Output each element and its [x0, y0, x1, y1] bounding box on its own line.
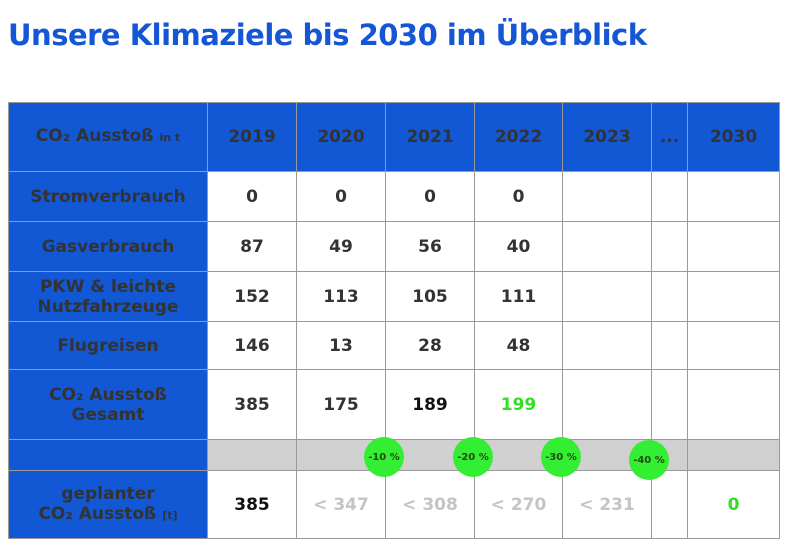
table-row: Stromverbrauch 0 0 0 0: [9, 172, 780, 222]
cell: 113: [297, 272, 386, 322]
cell: [563, 322, 652, 370]
table-row: Flugreisen 146 13 28 48: [9, 322, 780, 370]
total-row: CO₂ Ausstoß Gesamt 385 175 189 199: [9, 370, 780, 440]
cell: 40: [475, 222, 563, 272]
cell: [563, 272, 652, 322]
cell: 56: [386, 222, 475, 272]
reduction-badge: -20 %: [453, 437, 493, 477]
cell: [652, 222, 688, 272]
year-2020: 2020: [297, 103, 386, 172]
year-2022: 2022: [475, 103, 563, 172]
planned-cell: < 270: [475, 471, 563, 539]
total-cell: 189: [386, 370, 475, 440]
cell: [688, 172, 780, 222]
cell: 28: [386, 322, 475, 370]
cell: [652, 172, 688, 222]
total-cell: 385: [208, 370, 297, 440]
total-cell: 175: [297, 370, 386, 440]
planned-cell: [652, 471, 688, 539]
total-cell: [688, 370, 780, 440]
total-label: CO₂ Ausstoß Gesamt: [9, 370, 208, 440]
cell: 0: [208, 172, 297, 222]
planned-cell: 385: [208, 471, 297, 539]
page-title: Unsere Klimaziele bis 2030 im Überblick: [8, 18, 647, 52]
planned-label: geplanter CO₂ Ausstoß [t]: [9, 471, 208, 539]
year-2030: 2030: [688, 103, 780, 172]
separator-cell: [688, 440, 780, 471]
cell: 111: [475, 272, 563, 322]
cell: 146: [208, 322, 297, 370]
table-row: Gasverbrauch 87 49 56 40: [9, 222, 780, 272]
planned-cell: < 231: [563, 471, 652, 539]
cell: 13: [297, 322, 386, 370]
cell: 0: [297, 172, 386, 222]
row-label: PKW & leichte Nutzfahrzeuge: [9, 272, 208, 322]
cell: [652, 322, 688, 370]
reduction-badge: -10 %: [364, 437, 404, 477]
cell: 48: [475, 322, 563, 370]
year-2021: 2021: [386, 103, 475, 172]
cell: [688, 222, 780, 272]
row-label: Gasverbrauch: [9, 222, 208, 272]
cell: [563, 222, 652, 272]
row-label: Flugreisen: [9, 322, 208, 370]
cell: [652, 272, 688, 322]
year-2023: 2023: [563, 103, 652, 172]
separator-label: [9, 440, 208, 471]
planned-row: geplanter CO₂ Ausstoß [t] 385 < 347 < 30…: [9, 471, 780, 539]
year-2019: 2019: [208, 103, 297, 172]
total-cell: [563, 370, 652, 440]
cell: [563, 172, 652, 222]
cell: 0: [386, 172, 475, 222]
row-label: Stromverbrauch: [9, 172, 208, 222]
cell: [688, 322, 780, 370]
cell: 87: [208, 222, 297, 272]
planned-cell: < 347: [297, 471, 386, 539]
cell: 0: [475, 172, 563, 222]
reduction-badge: -40 %: [629, 440, 669, 480]
table-row: PKW & leichte Nutzfahrzeuge 152 113 105 …: [9, 272, 780, 322]
cell: 152: [208, 272, 297, 322]
cell: [688, 272, 780, 322]
header-row: CO₂ Ausstoß in t 2019 2020 2021 2022 202…: [9, 103, 780, 172]
total-cell: 199: [475, 370, 563, 440]
year-ellipsis: ...: [652, 103, 688, 172]
separator-cell: [208, 440, 297, 471]
cell: 49: [297, 222, 386, 272]
reduction-badge: -30 %: [541, 437, 581, 477]
planned-cell: < 308: [386, 471, 475, 539]
header-label: CO₂ Ausstoß in t: [9, 103, 208, 172]
cell: 105: [386, 272, 475, 322]
total-cell: [652, 370, 688, 440]
planned-cell: 0: [688, 471, 780, 539]
